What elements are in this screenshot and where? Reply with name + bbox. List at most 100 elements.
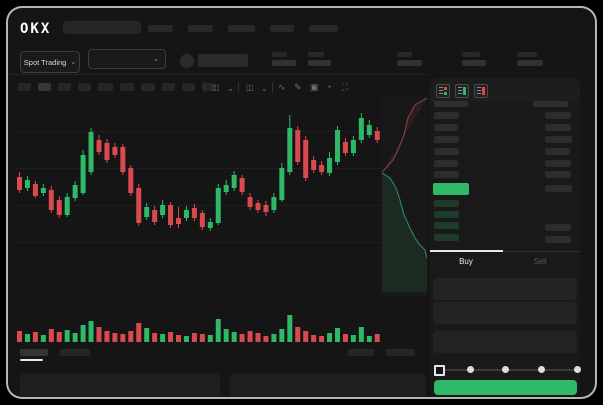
bid-amount-placeholder <box>545 236 571 243</box>
stat-label-placeholder <box>397 52 412 57</box>
ask-price-placeholder <box>434 112 459 119</box>
nav-item[interactable] <box>309 25 338 32</box>
last-price-highlight <box>433 183 469 195</box>
tabbar-divider <box>430 251 580 252</box>
bottom-tab[interactable] <box>60 349 90 356</box>
nav-item[interactable] <box>270 25 294 32</box>
divider <box>204 82 205 92</box>
timeframe-button[interactable] <box>141 83 155 91</box>
bid-price-placeholder <box>434 234 459 241</box>
bid-price-placeholder <box>434 200 459 207</box>
gridline <box>14 205 386 206</box>
stat-value-placeholder <box>517 60 543 66</box>
pair-name-placeholder <box>198 54 248 67</box>
volume-bars <box>17 315 380 342</box>
timeframe-button[interactable] <box>38 83 51 91</box>
column-header-price <box>434 101 468 107</box>
bottom-panel-right <box>230 373 426 397</box>
timeframe-button[interactable] <box>120 83 134 91</box>
nav-item[interactable] <box>228 25 255 32</box>
ask-price-placeholder <box>434 136 459 143</box>
timeframe-button[interactable] <box>98 83 113 91</box>
ask-price-placeholder <box>434 160 458 167</box>
gridline <box>14 242 386 243</box>
bid-amount-placeholder <box>545 224 571 231</box>
tab-sell[interactable]: Sell <box>533 257 547 266</box>
bid-price-placeholder <box>434 222 459 229</box>
market-type-label: Spot Trading <box>23 57 67 67</box>
slider-stop[interactable] <box>467 366 474 373</box>
active-tab-underline <box>20 359 43 361</box>
candle-style-selector[interactable]: ◫ <box>246 83 254 92</box>
column-header-amount <box>533 101 568 107</box>
last-price-amount-placeholder <box>545 185 572 192</box>
pair-selector[interactable]: ⌄ <box>88 49 166 69</box>
amount-input[interactable] <box>433 302 577 324</box>
buy-tab-indicator <box>430 250 503 252</box>
section-divider <box>8 74 428 75</box>
ask-amount-placeholder <box>545 124 571 131</box>
book-asks-icon[interactable] <box>474 84 488 98</box>
total-input[interactable] <box>433 331 577 353</box>
settings-circle-icon[interactable]: ◔ <box>326 82 332 92</box>
market-type-selector[interactable]: Spot Trading ⌄ <box>20 51 80 73</box>
orderbook-panel: Buy Sell <box>430 78 581 397</box>
chevron-down-icon: ⌄ <box>70 58 77 66</box>
wave-indicator-icon[interactable]: ∿ <box>278 82 286 92</box>
bottom-panel-left <box>20 373 220 397</box>
slider-stop[interactable] <box>574 366 581 373</box>
gridline <box>14 131 386 132</box>
stat-label-placeholder <box>517 52 537 57</box>
divider <box>272 82 273 92</box>
book-both-icon[interactable] <box>436 84 450 98</box>
candlestick-chart[interactable] <box>14 100 386 300</box>
pencil-icon[interactable]: ✎ <box>294 82 302 92</box>
price-input[interactable] <box>433 278 577 300</box>
buy-button[interactable] <box>434 380 577 395</box>
timeframe-button[interactable] <box>58 83 71 91</box>
tab-buy[interactable]: Buy <box>459 257 473 266</box>
stat-value-placeholder <box>272 60 296 66</box>
ask-price-placeholder <box>434 148 459 155</box>
slider-stop[interactable] <box>538 366 545 373</box>
stat-label-placeholder <box>308 52 324 57</box>
chevron-down-icon[interactable]: ⌄ <box>227 84 234 93</box>
ask-amount-placeholder <box>545 160 571 167</box>
app-window: OKX Spot Trading ⌄ ⌄ ◫ ⌄ ◫ ⌄ ∿ ✎ ▣ ◔ ⛶ Buy <box>6 6 597 399</box>
ask-amount-placeholder <box>545 171 571 178</box>
stat-value-placeholder <box>462 60 486 66</box>
book-bids-icon[interactable] <box>455 84 469 98</box>
timeframe-button[interactable] <box>162 83 175 91</box>
ask-amount-placeholder <box>545 148 570 155</box>
ask-price-placeholder <box>434 171 459 178</box>
token-avatar <box>180 54 194 68</box>
camera-icon[interactable]: ▣ <box>310 82 319 92</box>
bottom-action-pill[interactable] <box>348 349 374 356</box>
ask-amount-placeholder <box>545 112 571 119</box>
chevron-down-icon[interactable]: ⌄ <box>261 84 268 93</box>
orderbook-header-strip <box>430 78 580 102</box>
gridline <box>14 168 386 169</box>
timeframe-button[interactable] <box>202 83 215 91</box>
timeframe-button[interactable] <box>18 83 31 91</box>
nav-item[interactable] <box>148 25 173 32</box>
ask-amount-placeholder <box>545 136 572 143</box>
stat-label-placeholder <box>462 52 480 57</box>
search-input[interactable] <box>63 21 141 34</box>
bottom-action-pill[interactable] <box>386 349 415 356</box>
timeframe-button[interactable] <box>182 83 195 91</box>
slider-handle[interactable] <box>434 365 445 376</box>
depth-overlay <box>382 96 427 296</box>
stat-value-placeholder <box>308 60 331 66</box>
timeframe-button[interactable] <box>78 83 91 91</box>
stat-label-placeholder <box>272 52 287 57</box>
expand-icon[interactable]: ⛶ <box>342 82 349 92</box>
ask-price-placeholder <box>434 124 458 131</box>
bottom-tab[interactable] <box>20 349 48 356</box>
indicator-selector[interactable]: ◫ <box>212 83 220 92</box>
stat-value-placeholder <box>397 60 422 66</box>
nav-item[interactable] <box>188 25 213 32</box>
slider-stop[interactable] <box>502 366 509 373</box>
bid-price-placeholder <box>434 211 459 218</box>
okx-logo: OKX <box>20 21 52 37</box>
